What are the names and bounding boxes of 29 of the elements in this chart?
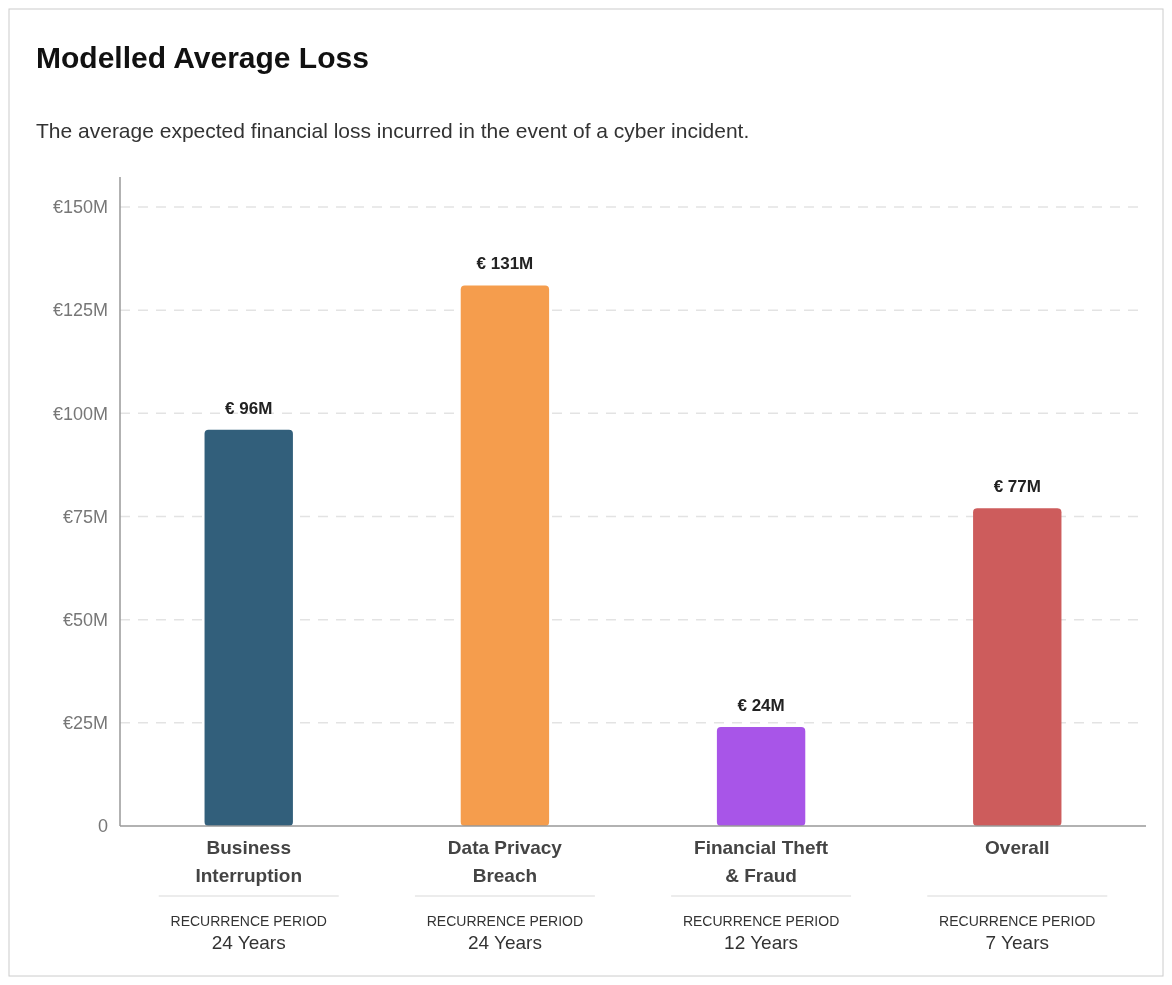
data-label: € 96M [225,398,273,418]
y-tick-label: €25M [62,713,108,734]
x-tick-label: Overall [985,837,1050,858]
text: RECURRENCE PERIOD [426,913,584,929]
data-label: € 131M [476,254,534,274]
text: 7 Years [985,932,1049,953]
bar [973,508,1062,826]
x-tick-label: Data Privacy Breach [447,837,563,886]
y-tick-label: €150M [52,197,108,218]
bar [460,285,550,826]
y-tick-label: €125M [52,300,108,321]
bar [204,429,293,826]
text: RECURRENCE PERIOD [170,913,327,929]
text: RECURRENCE PERIOD [939,913,1096,929]
chart-title: Modelled Average Loss [36,41,369,74]
y-tick-label: €75M [62,506,108,527]
data-label: € 77M [993,477,1041,497]
text: 24 Years [211,932,286,953]
text: RECURRENCE PERIOD [682,913,840,929]
y-tick-label: €100M [52,403,108,424]
y-tick-label: 0 [97,816,108,837]
y-tick-label: €50M [62,609,108,630]
text: 24 Years [467,932,542,953]
text: 12 Years [724,932,799,953]
data-label: € 24M [737,695,785,715]
chart-subtitle: The average expected financial loss incurred in the event of a cyber incident. [36,119,750,142]
bar [716,726,806,826]
x-tick-label: Financial Theft & Fraud [694,837,829,886]
x-tick-label: Business Interruption [195,837,303,886]
